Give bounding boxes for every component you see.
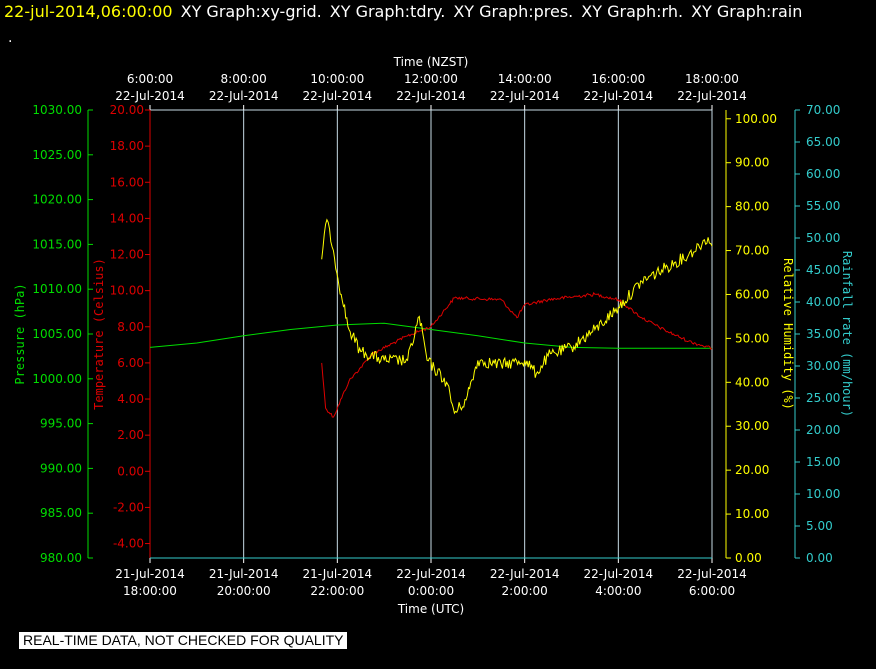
x-top-tick-time: 12:00:00	[404, 72, 458, 86]
quality-notice: REAL-TIME DATA, NOT CHECKED FOR QUALITY	[19, 632, 348, 649]
temperature-tick-label: 8.00	[117, 320, 144, 334]
temperature-tick-label: 10.00	[110, 284, 144, 298]
x-tick-time: 20:00:00	[217, 584, 271, 598]
humidity-tick-label: 30.00	[735, 419, 769, 433]
temperature-tick-label: 4.00	[117, 392, 144, 406]
pressure-tick-label: 1015.00	[32, 237, 82, 251]
series-line-temperature	[321, 291, 713, 418]
humidity-tick-label: 20.00	[735, 463, 769, 477]
x-top-tick-time: 14:00:00	[498, 72, 552, 86]
temperature-tick-label: 0.00	[117, 464, 144, 478]
rain-tick-label: 70.00	[806, 103, 840, 117]
pressure-tick-label: 1020.00	[32, 193, 82, 207]
pressure-tick-label: 980.00	[40, 551, 82, 565]
x-top-tick-time: 10:00:00	[310, 72, 364, 86]
humidity-axis-label: Relative Humidity (%)	[781, 258, 795, 410]
x-top-tick-date: 22-Jul-2014	[490, 89, 560, 103]
humidity-tick-label: 40.00	[735, 375, 769, 389]
humidity-tick-label: 10.00	[735, 507, 769, 521]
header-dot: .	[8, 30, 13, 46]
humidity-tick-label: 60.00	[735, 287, 769, 301]
humidity-tick-label: 90.00	[735, 156, 769, 170]
humidity-tick-label: 50.00	[735, 331, 769, 345]
temperature-tick-label: 12.00	[110, 248, 144, 262]
x-axis-label-utc: Time (UTC)	[397, 602, 464, 616]
x-tick-date: 21-Jul-2014	[303, 567, 373, 581]
temperature-tick-label: 16.00	[110, 175, 144, 189]
temperature-tick-label: 20.00	[110, 103, 144, 117]
graph-title-xy-grid: XY Graph:xy-grid.	[180, 2, 322, 21]
series-line-pressure	[149, 322, 712, 349]
temperature-tick-label: 2.00	[117, 428, 144, 442]
rain-tick-label: 20.00	[806, 423, 840, 437]
x-tick-date: 22-Jul-2014	[490, 567, 560, 581]
x-tick-date: 21-Jul-2014	[115, 567, 185, 581]
rain-tick-label: 60.00	[806, 167, 840, 181]
temperature-tick-label: -4.00	[113, 537, 144, 551]
rain-tick-label: 65.00	[806, 135, 840, 149]
x-top-tick-time: 16:00:00	[591, 72, 645, 86]
x-top-tick-date: 22-Jul-2014	[209, 89, 279, 103]
rain-axis-label: Rainfall rate (mm/hour)	[840, 251, 854, 417]
rain-tick-label: 5.00	[806, 519, 833, 533]
graph-title-tdry: XY Graph:tdry.	[329, 2, 446, 21]
x-tick-time: 22:00:00	[310, 584, 364, 598]
pressure-tick-label: 1005.00	[32, 327, 82, 341]
x-tick-date: 22-Jul-2014	[396, 567, 466, 581]
temperature-tick-label: 18.00	[110, 139, 144, 153]
rain-tick-label: 45.00	[806, 263, 840, 277]
x-top-tick-date: 22-Jul-2014	[303, 89, 373, 103]
rain-tick-label: 40.00	[806, 295, 840, 309]
x-tick-date: 22-Jul-2014	[584, 567, 654, 581]
graph-title-pres: XY Graph:pres.	[453, 2, 574, 21]
x-tick-time: 4:00:00	[595, 584, 641, 598]
rain-tick-label: 30.00	[806, 359, 840, 373]
series-line-humidity	[321, 218, 713, 415]
pressure-tick-label: 1025.00	[32, 148, 82, 162]
humidity-tick-label: 100.00	[735, 112, 777, 126]
temperature-tick-label: 14.00	[110, 211, 144, 225]
x-top-tick-date: 22-Jul-2014	[115, 89, 185, 103]
rain-tick-label: 35.00	[806, 327, 840, 341]
x-top-tick-date: 22-Jul-2014	[396, 89, 466, 103]
x-tick-time: 0:00:00	[408, 584, 454, 598]
rain-tick-label: 55.00	[806, 199, 840, 213]
graph-title-rh: XY Graph:rh.	[581, 2, 684, 21]
x-top-tick-time: 8:00:00	[221, 72, 267, 86]
rain-tick-label: 15.00	[806, 455, 840, 469]
humidity-tick-label: 70.00	[735, 244, 769, 258]
pressure-tick-label: 1010.00	[32, 282, 82, 296]
rain-tick-label: 25.00	[806, 391, 840, 405]
pressure-tick-label: 1030.00	[32, 103, 82, 117]
chart-header: 22-jul-2014,06:00:00 XY Graph:xy-grid. XY …	[4, 2, 802, 26]
x-top-tick-time: 6:00:00	[127, 72, 173, 86]
pressure-axis-label: Pressure (hPa)	[13, 283, 27, 384]
x-tick-time: 2:00:00	[502, 584, 548, 598]
pressure-tick-label: 995.00	[40, 417, 82, 431]
x-axis-label-nzst: Time (NZST)	[393, 55, 469, 69]
x-top-tick-date: 22-Jul-2014	[584, 89, 654, 103]
temperature-tick-label: 6.00	[117, 356, 144, 370]
rain-tick-label: 50.00	[806, 231, 840, 245]
pressure-tick-label: 1000.00	[32, 372, 82, 386]
rain-tick-label: 0.00	[806, 551, 833, 565]
temperature-tick-label: -2.00	[113, 500, 144, 514]
x-tick-time: 6:00:00	[689, 584, 735, 598]
pressure-tick-label: 985.00	[40, 506, 82, 520]
temperature-axis-label: Temperature (Celsius)	[92, 258, 106, 410]
x-tick-time: 18:00:00	[123, 584, 177, 598]
pressure-tick-label: 990.00	[40, 461, 82, 475]
timestamp: 22-jul-2014,06:00:00	[4, 2, 173, 21]
x-top-tick-date: 22-Jul-2014	[677, 89, 747, 103]
humidity-tick-label: 0.00	[735, 551, 762, 565]
humidity-tick-label: 80.00	[735, 200, 769, 214]
x-tick-date: 21-Jul-2014	[209, 567, 279, 581]
x-tick-date: 22-Jul-2014	[677, 567, 747, 581]
graph-title-rain: XY Graph:rain	[691, 2, 803, 21]
x-top-tick-time: 18:00:00	[685, 72, 739, 86]
rain-tick-label: 10.00	[806, 487, 840, 501]
